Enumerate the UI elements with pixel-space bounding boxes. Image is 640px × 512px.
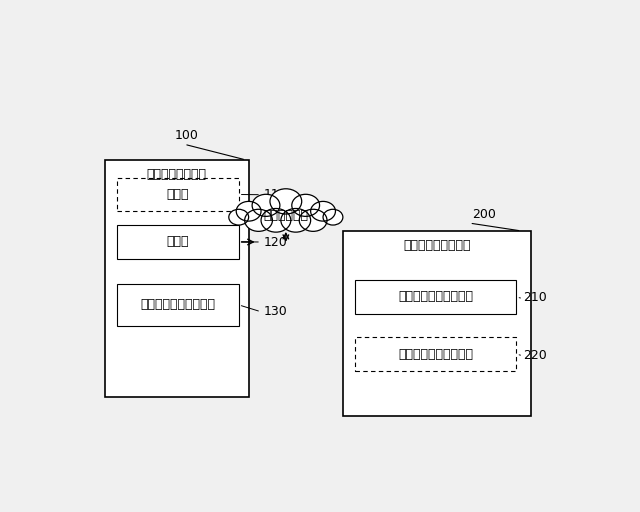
Text: 第２ガイド情報提供部: 第２ガイド情報提供部 bbox=[398, 348, 474, 360]
Text: 110: 110 bbox=[264, 188, 287, 201]
Circle shape bbox=[300, 209, 327, 231]
Circle shape bbox=[228, 209, 248, 225]
Text: 出力部: 出力部 bbox=[166, 188, 189, 201]
Text: 220: 220 bbox=[523, 349, 547, 361]
Circle shape bbox=[292, 194, 319, 217]
Text: ネットワーク: ネットワーク bbox=[263, 209, 308, 222]
FancyBboxPatch shape bbox=[117, 178, 239, 211]
Circle shape bbox=[323, 209, 343, 225]
FancyBboxPatch shape bbox=[117, 284, 239, 326]
Circle shape bbox=[244, 209, 273, 231]
Circle shape bbox=[270, 189, 301, 214]
FancyBboxPatch shape bbox=[343, 231, 531, 416]
Text: 100: 100 bbox=[175, 129, 198, 142]
Circle shape bbox=[281, 208, 310, 232]
Text: 入力部: 入力部 bbox=[166, 236, 189, 248]
Text: 210: 210 bbox=[523, 291, 547, 305]
FancyBboxPatch shape bbox=[355, 337, 516, 371]
Circle shape bbox=[252, 194, 280, 217]
Text: 第１ガイド情報提供部: 第１ガイド情報提供部 bbox=[140, 298, 216, 311]
FancyBboxPatch shape bbox=[105, 160, 248, 396]
Circle shape bbox=[236, 201, 261, 221]
Text: 電力使用予測量計算部: 電力使用予測量計算部 bbox=[398, 290, 474, 304]
Text: ガイド情報演算装置: ガイド情報演算装置 bbox=[403, 240, 471, 252]
Circle shape bbox=[310, 201, 335, 221]
FancyBboxPatch shape bbox=[117, 225, 239, 259]
Text: 200: 200 bbox=[472, 208, 496, 221]
Circle shape bbox=[261, 208, 291, 232]
Text: 130: 130 bbox=[264, 305, 287, 318]
Text: ガイド情報提供装: ガイド情報提供装 bbox=[147, 168, 207, 181]
FancyBboxPatch shape bbox=[355, 280, 516, 314]
Text: 120: 120 bbox=[264, 236, 287, 248]
